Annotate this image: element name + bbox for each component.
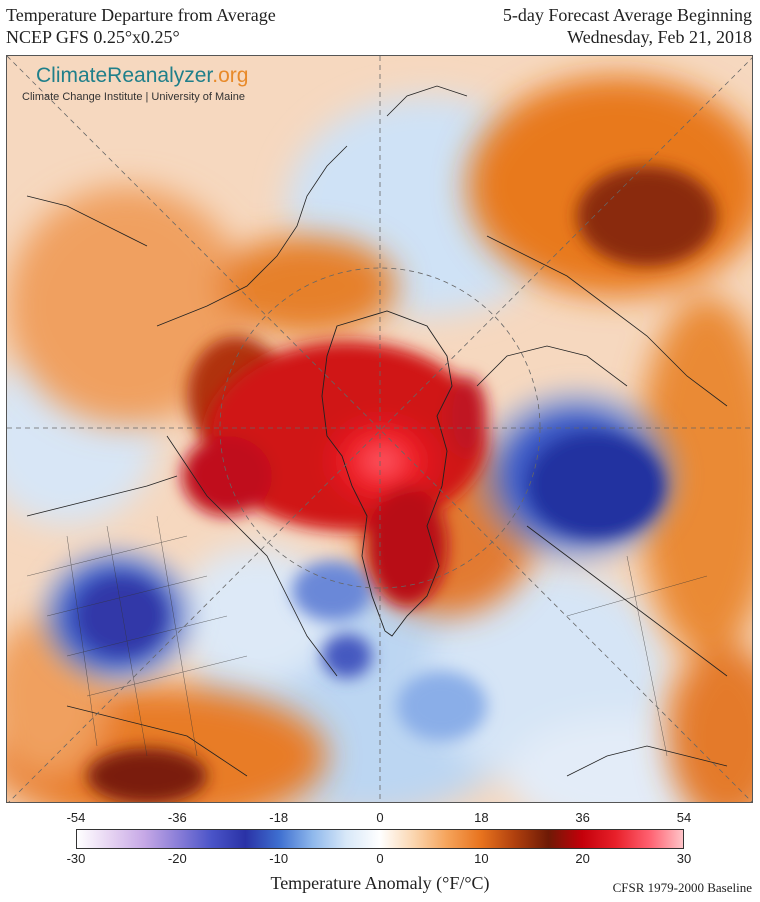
boundaries [26,515,708,757]
fahrenheit-tick: -18 [269,810,289,825]
celsius-tick: 0 [376,851,384,866]
celsius-tick: -30 [66,851,86,866]
graticule [7,56,752,802]
fahrenheit-tick: -36 [167,810,187,825]
fahrenheit-tick: 0 [376,810,384,825]
forecast-line-1: 5-day Forecast Average Beginning [502,5,752,25]
colorbar-gradient [77,830,683,848]
celsius-tick: 10 [474,851,489,866]
logo-name: ClimateReanalyzer [36,64,213,87]
celsius-tick: 30 [676,851,692,866]
fahrenheit-tick: -54 [66,810,86,825]
celsius-tick: 20 [575,851,590,866]
fahrenheit-tick: 36 [575,810,590,825]
logo: ClimateReanalyzer.org Climate Change Ins… [22,64,248,103]
fahrenheit-ticks: -54 -36 -18 0 18 36 54 [67,810,692,828]
baseline-note: CFSR 1979-2000 Baseline [612,880,752,895]
forecast-line-2: Wednesday, Feb 21, 2018 [567,27,752,47]
coastlines [26,85,728,777]
logo-suffix: .org [212,64,249,87]
logo-subtitle: Climate Change Institute | University of… [22,91,245,103]
celsius-tick: -20 [167,851,187,866]
celsius-tick: -10 [269,851,289,866]
forecast-block: 5-day Forecast Average Beginning Wednesd… [503,4,752,48]
celsius-ticks: -30 -20 -10 0 10 20 30 [67,851,692,869]
title-line-2: NCEP GFS 0.25°x0.25° [6,27,180,47]
colorbar [76,829,684,849]
fahrenheit-tick: 18 [474,810,489,825]
title-block: Temperature Departure from Average NCEP … [6,4,276,48]
colorbar-title: Temperature Anomaly (°F/°C) [270,873,490,893]
warm-regions [7,76,752,802]
title-line-1: Temperature Departure from Average [6,5,276,25]
logo-wordmark: ClimateReanalyzer.org [36,64,248,88]
hot-anomaly [182,341,487,606]
anomaly-map[interactable] [6,55,753,803]
map-canvas [7,56,752,802]
cold-anomalies [27,376,692,741]
fahrenheit-tick: 54 [676,810,692,825]
greenland-outline [321,310,453,637]
